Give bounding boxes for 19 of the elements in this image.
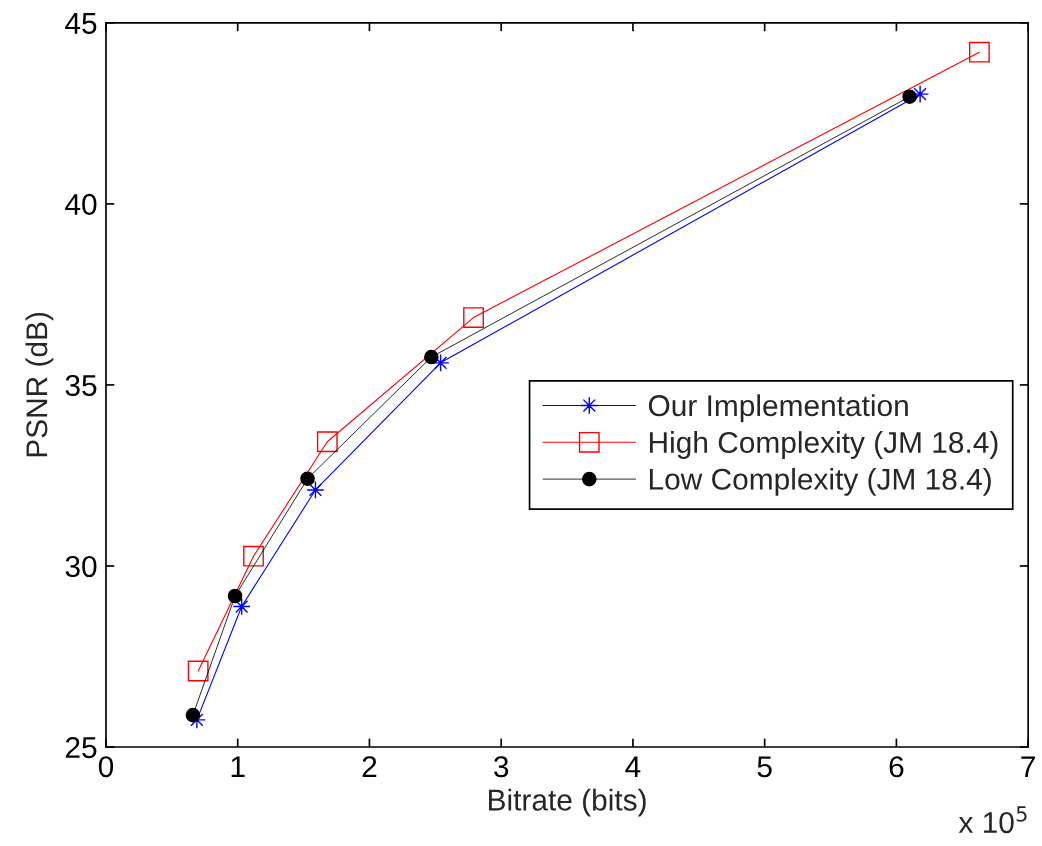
x-axis-title: Bitrate (bits) [489,788,646,817]
x-tick-label: 5 [757,756,772,778]
x-tick-label: 6 [889,756,904,778]
legend-label: Low Complexity (JM 18.4) [649,467,991,496]
y-axis-title: PSNR (dB) [25,312,54,457]
legend-label: Our Implementation [648,394,908,423]
y-tick-label: 30 [65,555,97,578]
y-tick-label: 35 [65,374,97,397]
text: x 10$^{5}$ [958,806,1027,834]
x-tick-label: 4 [625,756,641,777]
y-tick-label: 45 [65,13,97,34]
x-tick-label: 1 [231,756,245,777]
x-tick-label: 0 [98,756,114,778]
x-tick-label: 7 [1021,756,1035,777]
y-tick-label: 25 [65,736,97,759]
x-tick-label: 3 [494,756,509,778]
legend-label: High Complexity (JM 18.4) [649,431,998,459]
x-tick-label: 2 [362,756,377,777]
y-tick-label: 40 [65,193,97,215]
